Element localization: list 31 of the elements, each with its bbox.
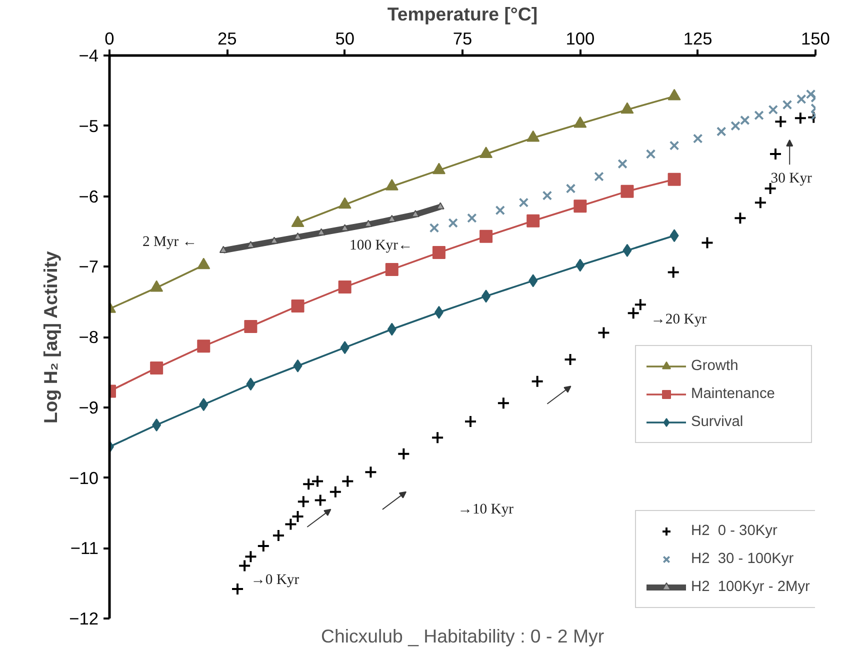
y-tick-label: −9 [78,397,99,418]
legend-label: H2 30 - 100Kyr [691,551,795,567]
y-tick-label: −7 [78,256,99,277]
text: Chicxulub _ Habitability : 0 - 2 Myr [320,626,604,646]
y-tick-label: −11 [70,538,98,558]
y-tick-label: −6 [78,186,99,206]
y-tick-label: −8 [78,327,99,347]
y-tick-label: −5 [78,116,99,136]
x-tick-label: 50 [335,28,354,48]
annotation: →0 Kyr [250,572,300,588]
x-tick-label: 100 [566,28,595,48]
x-tick-label: 25 [218,28,237,48]
x-tick-label: 125 [683,28,712,48]
annotation: →20 Kyr [650,311,707,328]
annotation: →10 Kyr [458,501,514,518]
legend-label: Growth [691,358,740,374]
x-axis-title: Temperature [°C] [387,4,538,24]
legend-label: H2 0 - 30Kyr [691,523,778,539]
legend-label: Survival [691,414,744,430]
annotation: 30 Kyr [770,170,812,187]
y-axis-title: Log H₂ [aq] Activity [40,250,62,424]
x-tick-label: 150 [801,28,830,48]
legend-label: Maintenance [691,386,776,402]
annotation: 100 Kyr← [350,238,413,254]
y-tick-label: −4 [78,46,99,66]
y-tick-label: −12 [69,608,99,628]
x-tick-label: 75 [452,28,472,48]
legend-label: H2 100Kyr - 2Myr [691,579,810,595]
y-tick-label: −10 [69,468,99,488]
x-tick-label: 0 [104,28,114,48]
annotation: 2 Myr ← [142,234,198,250]
